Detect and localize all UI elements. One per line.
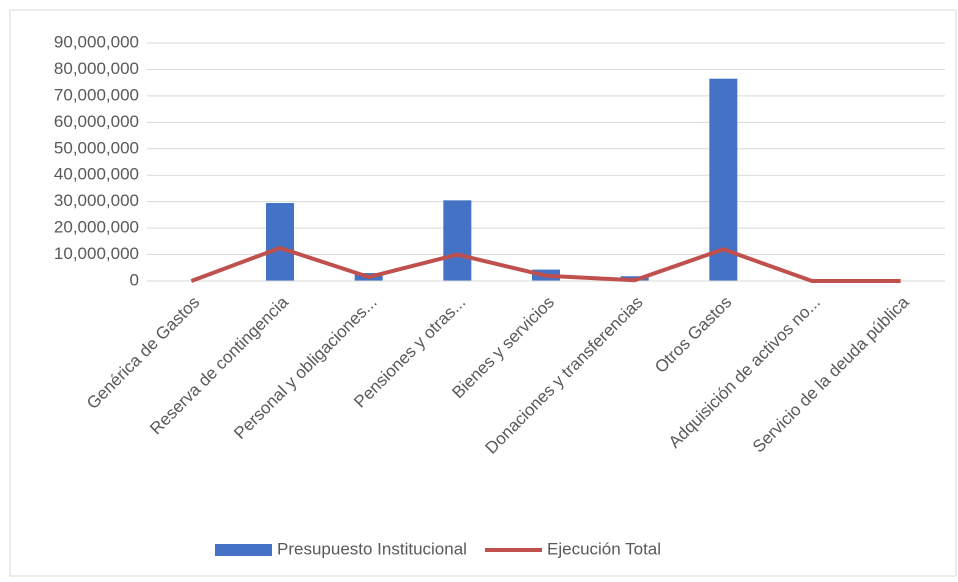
y-tick-label: 10,000,000: [54, 244, 139, 263]
y-tick-label: 70,000,000: [54, 85, 139, 104]
line-series: [190, 245, 901, 283]
chart-border: [9, 9, 957, 577]
y-tick-label: 80,000,000: [54, 59, 139, 78]
y-tick-label: 90,000,000: [54, 32, 139, 51]
legend-label: Presupuesto Institucional: [277, 539, 467, 558]
y-tick-label: 60,000,000: [54, 112, 139, 131]
y-tick-label: 40,000,000: [54, 165, 139, 184]
y-tick-label: 20,000,000: [54, 218, 139, 237]
y-tick-label: 50,000,000: [54, 138, 139, 157]
y-tick-label: 0: [130, 270, 139, 289]
legend-swatch: [215, 544, 272, 556]
bar: [443, 200, 472, 281]
legend-label: Ejecución Total: [547, 539, 661, 558]
y-tick-label: 30,000,000: [54, 191, 139, 210]
bar: [266, 202, 294, 281]
